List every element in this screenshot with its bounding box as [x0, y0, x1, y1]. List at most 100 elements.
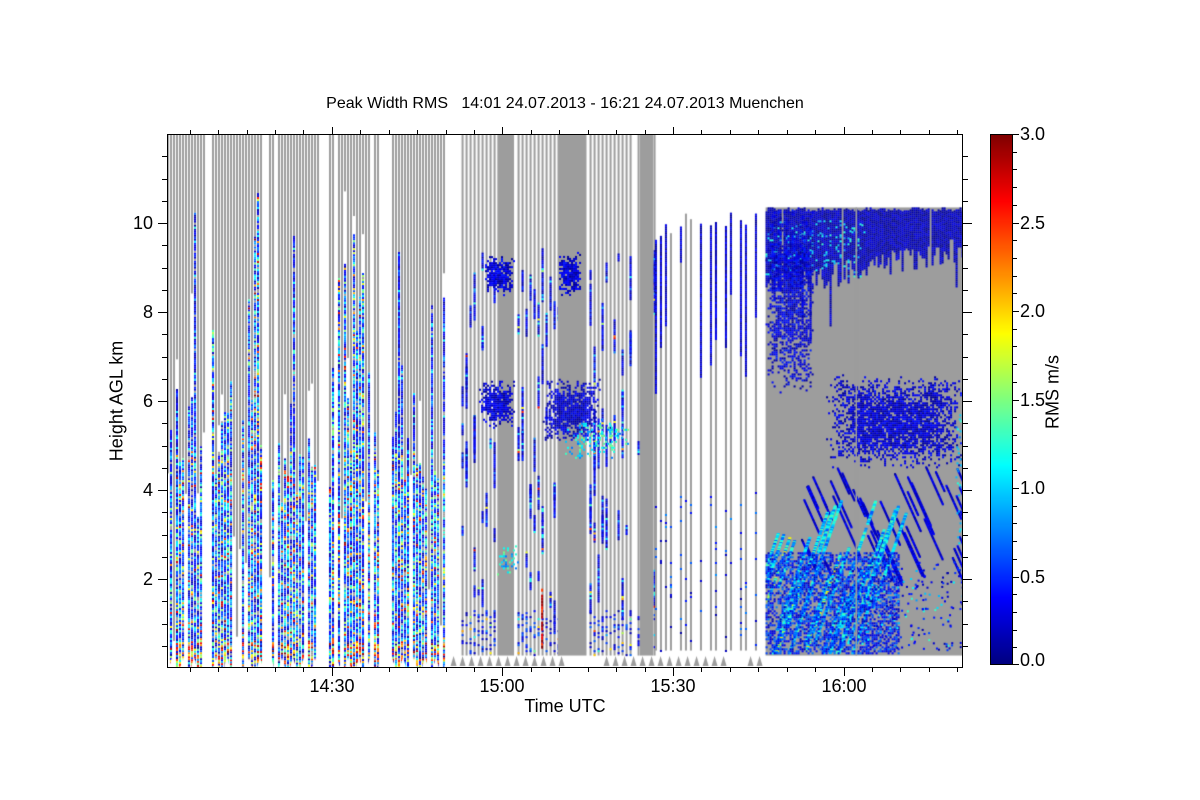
axis-tick	[963, 557, 968, 558]
axis-tick	[963, 357, 968, 358]
axis-tick	[815, 668, 816, 672]
colorbar-tick-label: 2.5	[1020, 213, 1046, 233]
x-tick-label: 16:00	[821, 676, 867, 696]
axis-tick	[162, 624, 167, 625]
axis-tick	[162, 290, 167, 291]
axis-tick	[963, 579, 972, 580]
axis-tick	[963, 223, 972, 224]
y-tick-label: 10	[132, 213, 153, 233]
axis-tick	[474, 668, 475, 672]
axis-tick	[963, 290, 968, 291]
axis-tick	[1013, 400, 1019, 401]
axis-tick	[963, 201, 968, 202]
axis-tick	[963, 401, 972, 402]
axis-tick	[872, 130, 873, 134]
chart-title: Peak Width RMS 14:01 24.07.2013 - 16:21 …	[326, 95, 804, 112]
axis-tick	[162, 357, 167, 358]
axis-tick	[616, 668, 617, 672]
axis-tick	[275, 668, 276, 672]
axis-tick	[963, 245, 968, 246]
axis-tick	[158, 579, 167, 580]
axis-tick	[963, 379, 968, 380]
axis-tick	[963, 646, 968, 647]
axis-tick	[963, 490, 972, 491]
x-tick-label: 15:00	[479, 676, 525, 696]
axis-tick	[758, 668, 759, 672]
y-tick-label: 4	[142, 480, 153, 500]
x-axis-label: Time UTC	[524, 696, 606, 716]
axis-tick	[1013, 453, 1017, 454]
axis-tick	[963, 312, 972, 313]
axis-tick	[332, 127, 333, 134]
axis-tick	[1013, 364, 1017, 365]
axis-tick	[957, 668, 958, 672]
heatmap-canvas	[167, 134, 963, 668]
axis-tick	[844, 127, 845, 134]
axis-tick	[758, 130, 759, 134]
axis-tick	[872, 668, 873, 672]
colorbar-tick-label: 2.0	[1020, 301, 1046, 321]
colorbar-tick-label: 1.5	[1020, 390, 1046, 410]
axis-tick	[162, 512, 167, 513]
y-tick-label: 6	[142, 391, 153, 411]
colorbar-tick-label: 0.5	[1020, 567, 1046, 587]
axis-tick	[218, 668, 219, 672]
axis-tick	[218, 130, 219, 134]
axis-tick	[474, 130, 475, 134]
axis-tick	[303, 668, 304, 672]
y-tick-label: 8	[142, 302, 153, 322]
axis-tick	[1013, 134, 1019, 135]
axis-tick	[900, 668, 901, 672]
axis-tick	[787, 130, 788, 134]
x-tick-label: 14:30	[309, 676, 355, 696]
axis-tick	[815, 130, 816, 134]
colorbar-tick-label: 3.0	[1020, 124, 1046, 144]
axis-tick	[1013, 329, 1017, 330]
axis-tick	[844, 668, 845, 676]
axis-tick	[275, 130, 276, 134]
axis-tick	[162, 535, 167, 536]
x-tick-label: 15:30	[650, 676, 696, 696]
axis-tick	[162, 179, 167, 180]
axis-tick	[162, 601, 167, 602]
axis-tick	[929, 668, 930, 672]
axis-tick	[247, 130, 248, 134]
axis-tick	[446, 130, 447, 134]
axis-tick	[1013, 346, 1017, 347]
axis-tick	[673, 127, 674, 134]
axis-tick	[162, 646, 167, 647]
colorbar-tick-label: 1.0	[1020, 478, 1046, 498]
axis-tick	[417, 130, 418, 134]
axis-tick	[963, 179, 968, 180]
axis-tick	[645, 668, 646, 672]
axis-tick	[1013, 470, 1017, 471]
axis-tick	[1013, 559, 1017, 560]
colorbar-tick-label: 0.0	[1020, 650, 1046, 670]
axis-tick	[158, 223, 167, 224]
axis-tick	[1013, 258, 1017, 259]
axis-tick	[1013, 276, 1017, 277]
axis-tick	[162, 423, 167, 424]
axis-tick	[1013, 435, 1017, 436]
axis-tick	[158, 401, 167, 402]
axis-tick	[963, 512, 968, 513]
axis-tick	[190, 668, 191, 672]
axis-tick	[1013, 169, 1017, 170]
axis-tick	[1013, 311, 1019, 312]
axis-tick	[1013, 187, 1017, 188]
axis-tick	[730, 668, 731, 672]
axis-tick	[162, 557, 167, 558]
axis-tick	[1013, 594, 1017, 595]
axis-tick	[158, 490, 167, 491]
axis-tick	[162, 379, 167, 380]
axis-tick	[963, 423, 968, 424]
axis-tick	[389, 668, 390, 672]
axis-tick	[1013, 664, 1019, 665]
axis-tick	[963, 468, 968, 469]
axis-tick	[900, 130, 901, 134]
axis-tick	[963, 535, 968, 536]
axis-tick	[247, 668, 248, 672]
axis-tick	[1013, 417, 1017, 418]
axis-tick	[190, 130, 191, 134]
axis-tick	[730, 130, 731, 134]
